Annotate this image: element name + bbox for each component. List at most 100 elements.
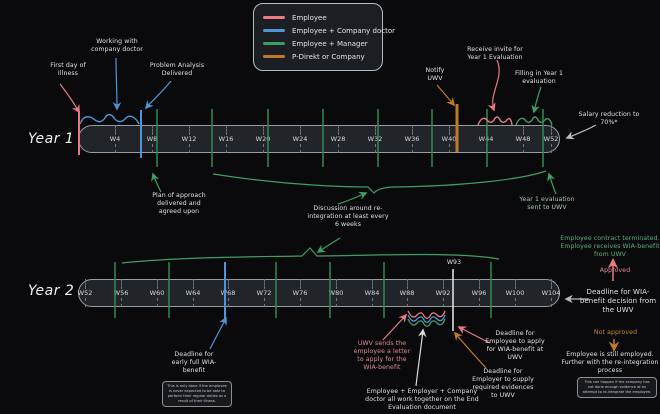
week-tick: W92: [428, 279, 458, 307]
ann-notify-uwv: Notify UWV: [425, 67, 445, 83]
arrow-uwv-letter: [382, 313, 408, 341]
ann-early-full-wia-deadline: Deadline for early full WIA-benefit: [171, 351, 217, 375]
year2-label: Year 2: [28, 283, 75, 299]
week-label: W80: [328, 289, 344, 297]
week-label: W36: [404, 135, 420, 143]
arrow-early-wia: [209, 316, 227, 350]
arrow-end-evaluation: [415, 328, 427, 387]
week-label: W12: [181, 135, 197, 143]
note-early-full-wia: This is only done if the employee is nev…: [162, 381, 232, 408]
week-label: W96: [471, 289, 487, 297]
end-evaluation-squiggle-red: [407, 310, 446, 319]
year2-discussion-brace: [121, 247, 500, 264]
week-tick: W80: [321, 279, 351, 307]
end-evaluation-squiggle-green: [407, 318, 446, 327]
week-tick: W52: [70, 279, 100, 307]
ann-filling-evaluation: Filling in Year 1 evaluation: [514, 70, 564, 86]
legend-label: P-Direkt or Company: [292, 52, 365, 61]
week-label: W100: [505, 289, 525, 297]
week-label: W40: [441, 135, 457, 143]
week-label: W88: [399, 289, 415, 297]
week-tick: W36: [397, 125, 427, 153]
week-tick: W72: [249, 279, 279, 307]
week-label: W24: [292, 135, 308, 143]
week-label: W76: [292, 289, 308, 297]
year2-event-lines: [114, 247, 500, 331]
manager-color-line: [263, 42, 285, 45]
ann-uwv-letter: UWV sends the employee a letter to apply…: [353, 340, 411, 372]
arrow-receive-invite: [487, 59, 500, 112]
ann-discussion-every-6-weeks: Discussion around re-integration at leas…: [307, 205, 389, 229]
week-tick: W68: [213, 279, 243, 307]
ann-plan-of-approach: Plan of approach delivered and agreed up…: [152, 192, 206, 216]
legend-item: Employee + Company doctor: [263, 24, 395, 37]
week-tick: W104: [536, 279, 566, 307]
week-label: W8: [146, 135, 158, 143]
week-label: W44: [478, 135, 494, 143]
week-label: W68: [220, 289, 236, 297]
filling-evaluation-squiggle: [515, 116, 553, 126]
week-label: W52: [77, 289, 93, 297]
arrow-notify-uwv: [436, 84, 456, 107]
ann-receive-invite: Receive invite for Year 1 Evaluation: [467, 46, 523, 62]
employee-color-line: [263, 16, 285, 19]
week-tick: W32: [360, 125, 390, 153]
week-tick: W52: [536, 125, 566, 153]
week-label: W92: [435, 289, 451, 297]
annotation-arrows: [59, 57, 620, 387]
week-label: W28: [330, 135, 346, 143]
ann-end-evaluation-document: Employee + Employer + Company doctor all…: [365, 388, 479, 412]
week-label: W48: [515, 135, 531, 143]
week-tick: W40: [434, 125, 464, 153]
receive-invite-squiggle: [477, 116, 513, 126]
ann-evidence-deadline: Deadline for Employer to supply required…: [472, 368, 534, 400]
week-tick: W20: [248, 125, 278, 153]
week-label: W4: [109, 135, 121, 143]
arrow-problem-analysis: [144, 80, 172, 110]
week-tick: W76: [285, 279, 315, 307]
arrow-first-day: [59, 83, 80, 114]
week-tick: W60: [142, 279, 172, 307]
note-not-approved: This can happen if the company has not d…: [577, 377, 657, 399]
ann-problem-analysis-delivered: Problem Analysis Delivered: [149, 62, 205, 78]
week-label: W16: [218, 135, 234, 143]
ann-apply-deadline: Deadline for Employee to apply for WIA-b…: [485, 330, 545, 362]
arrow-apply-deadline: [457, 326, 491, 344]
week-tick: W96: [464, 279, 494, 307]
ann-first-day-of-illness: First day of Illness: [50, 62, 86, 78]
discussion-lines-year2: [114, 262, 492, 318]
flow-still-employed: Employee is still employed. Further with…: [561, 351, 659, 375]
legend-item: Employee: [263, 11, 373, 24]
legend-item: P-Direkt or Company: [263, 50, 373, 63]
arrow-filling-evaluation: [531, 86, 542, 114]
arrow-salary-reduction: [565, 124, 597, 140]
week-label: W20: [255, 135, 271, 143]
week-tick: W100: [500, 279, 530, 307]
week-label: W72: [256, 289, 272, 297]
year1-label: Year 1: [28, 131, 75, 147]
ann-working-with-company-doctor: Working with company doctor: [91, 38, 143, 54]
arrow-plan-of-approach: [151, 172, 162, 193]
legend: Employee Employee + Company doctor Emplo…: [253, 3, 395, 71]
week-label: W84: [364, 289, 380, 297]
week-label: W32: [367, 135, 383, 143]
arrow-evidence-deadline: [454, 331, 487, 369]
flow-wia-decision-deadline: Deadline for WIA-benefit decision from t…: [579, 288, 657, 315]
flow-not-approved-label: Not approved: [593, 329, 638, 336]
legend-label: Employee + Company doctor: [292, 26, 395, 35]
year1-event-lines: [78, 104, 553, 194]
discussion-lines-year1: [156, 109, 544, 167]
end-evaluation-squiggle-blue: [407, 314, 446, 323]
flow-approved-label: Approved: [599, 267, 631, 274]
week-tick: W8: [137, 125, 167, 153]
week-tick: W64: [178, 279, 208, 307]
w93-marker-label: W93: [446, 259, 462, 266]
week-tick: W16: [211, 125, 241, 153]
year1-discussion-brace: [212, 170, 547, 194]
legend-item: Employee + Manager: [263, 37, 373, 50]
company-doctor-squiggle: [79, 113, 140, 125]
ann-salary-reduction: Salary reduction to 70%*: [578, 111, 640, 127]
flow-contract-terminated: Employee contract terminated. Employee r…: [560, 235, 660, 259]
arrow-discussion-year2: [316, 237, 341, 253]
week-tick: W12: [174, 125, 204, 153]
